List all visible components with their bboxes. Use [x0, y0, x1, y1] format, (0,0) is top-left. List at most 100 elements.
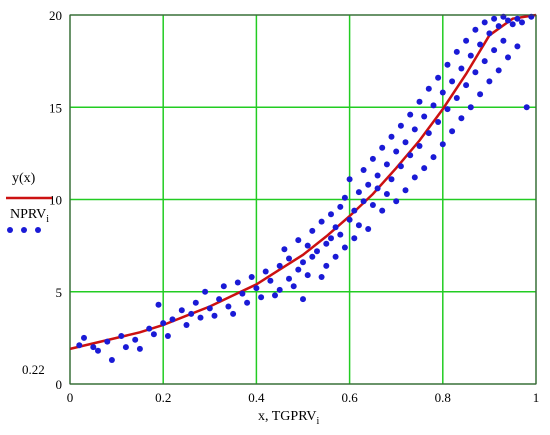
y-tick-labels: 0 5 10 15 20	[49, 8, 62, 392]
data-point	[383, 191, 390, 197]
data-point	[122, 344, 129, 351]
data-point	[444, 61, 451, 68]
data-point	[397, 163, 404, 170]
extra-y-label: 0.22	[22, 362, 45, 377]
data-point	[463, 37, 470, 44]
data-point	[295, 266, 302, 273]
plot-frame	[69, 14, 537, 385]
data-point	[323, 262, 330, 269]
data-point	[467, 104, 474, 111]
data-point	[374, 172, 381, 179]
data-point	[416, 143, 423, 149]
data-point	[318, 218, 325, 225]
data-point	[351, 207, 358, 214]
y-tick-label: 0	[56, 377, 63, 392]
data-point	[76, 342, 83, 349]
data-point	[481, 19, 488, 26]
data-point	[276, 286, 283, 293]
data-point	[136, 345, 143, 352]
data-point	[346, 176, 353, 183]
data-point	[220, 283, 227, 290]
data-point	[318, 274, 325, 280]
data-point	[458, 115, 465, 122]
data-point	[146, 325, 153, 332]
legend-dot	[21, 227, 27, 233]
data-point	[206, 305, 213, 312]
data-point	[262, 268, 269, 275]
data-point	[337, 231, 344, 238]
data-point	[332, 224, 339, 231]
data-point	[328, 235, 334, 242]
data-point	[383, 161, 390, 168]
data-point	[341, 194, 348, 201]
data-point	[183, 322, 190, 328]
data-point	[425, 85, 432, 92]
data-point	[486, 78, 493, 85]
x-axis-label: x, TGPRVi	[258, 409, 320, 427]
data-point	[407, 152, 414, 159]
data-point	[491, 47, 498, 54]
x-tick-labels: 0 0.2 0.4 0.6 0.8 1	[67, 390, 540, 405]
data-point	[197, 314, 204, 321]
legend: y(x) NPRVi	[6, 171, 52, 233]
data-point	[272, 292, 278, 299]
data-point	[458, 65, 465, 72]
data-point	[276, 262, 283, 269]
data-point	[421, 113, 428, 120]
data-point	[467, 52, 474, 59]
data-point	[416, 98, 423, 105]
data-point	[351, 235, 358, 242]
data-point	[449, 128, 456, 135]
data-point	[309, 253, 316, 260]
data-point	[453, 48, 460, 55]
data-point	[211, 312, 218, 319]
data-point	[453, 95, 460, 101]
legend-dots-nprv	[7, 227, 41, 233]
x-tick-label: 0	[67, 390, 74, 405]
data-point	[477, 41, 484, 48]
data-point	[202, 288, 209, 295]
data-point	[300, 296, 306, 303]
data-point	[164, 333, 171, 339]
data-point	[514, 15, 521, 22]
data-point	[248, 274, 255, 280]
data-point	[425, 130, 432, 137]
data-point	[495, 23, 502, 30]
data-point	[328, 211, 334, 218]
data-point	[95, 347, 101, 354]
legend-dot	[7, 227, 13, 233]
data-point	[523, 104, 530, 111]
data-point	[304, 242, 311, 249]
data-point	[267, 277, 274, 284]
data-point	[239, 290, 246, 297]
data-point	[397, 122, 404, 129]
data-point	[295, 237, 302, 244]
data-point	[411, 126, 418, 133]
data-point	[393, 198, 400, 205]
data-point	[169, 316, 176, 323]
x-tick-label: 0.8	[435, 390, 451, 405]
data-point	[444, 106, 451, 113]
data-point	[286, 255, 292, 262]
data-point	[472, 69, 479, 76]
data-point	[481, 58, 488, 65]
data-point	[379, 144, 386, 151]
data-point	[108, 357, 115, 363]
data-point	[519, 19, 525, 26]
data-point	[346, 216, 353, 223]
data-point	[286, 275, 292, 282]
data-point	[332, 253, 339, 260]
data-point	[500, 37, 507, 44]
data-point	[505, 54, 511, 61]
data-point	[155, 301, 162, 308]
data-point	[360, 198, 367, 205]
data-point	[81, 334, 87, 341]
data-point	[253, 285, 260, 292]
data-point	[230, 310, 237, 317]
data-point	[300, 259, 306, 266]
data-point	[439, 141, 446, 148]
data-point	[402, 187, 409, 194]
legend-label-yx: y(x)	[12, 171, 36, 186]
data-point	[379, 207, 386, 214]
